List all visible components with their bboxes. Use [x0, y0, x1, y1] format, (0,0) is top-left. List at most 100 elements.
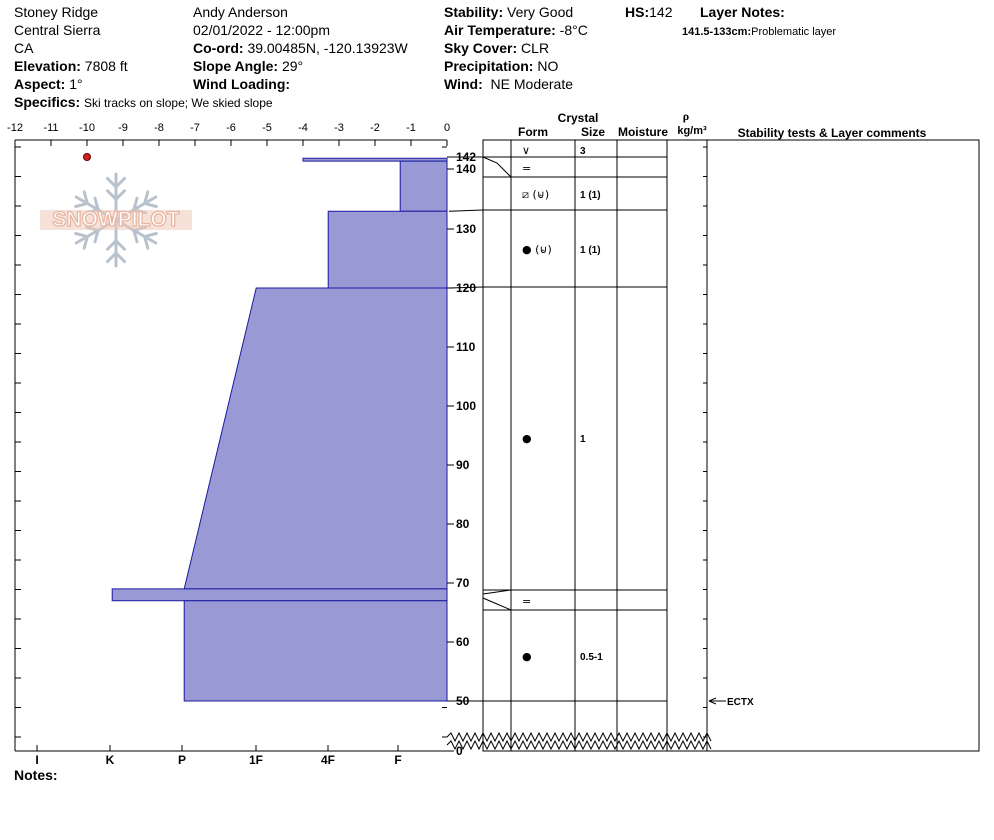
- size-header: Size: [581, 125, 605, 139]
- temp-tick-label: -5: [262, 122, 272, 134]
- temp-tick-label: -6: [226, 122, 236, 134]
- stability-value: Very Good: [507, 4, 574, 20]
- snowflake-branch: [82, 235, 89, 250]
- crystal-header: Crystal: [558, 111, 599, 125]
- layer-form-symbol: =: [522, 595, 531, 608]
- temp-tick-label: -2: [370, 122, 380, 134]
- logo-text: SNOWPILOT: [52, 208, 179, 231]
- snowflake-branch: [93, 196, 100, 212]
- temp-tick-label: -12: [7, 122, 23, 134]
- hardness-layer: [111, 588, 448, 602]
- hardness-tick-label: 1F: [249, 753, 263, 767]
- snowflake-branch: [74, 232, 89, 239]
- sky-cover-value: CLR: [521, 40, 550, 56]
- air-temp-row: Air Temperature: -8°C: [444, 22, 588, 38]
- height-tick-label: 130: [456, 222, 476, 236]
- temp-tick-label: -1: [406, 122, 416, 134]
- temp-tick-label: -9: [118, 122, 128, 134]
- snowflake-branch: [114, 251, 126, 264]
- snowflake-branch: [106, 239, 118, 251]
- layer-size: 0.5-1: [580, 652, 603, 663]
- stability-row: Stability: Very Good: [444, 4, 573, 20]
- layer-notes-label: Layer Notes:: [700, 4, 785, 20]
- layer-connector: [482, 156, 512, 178]
- density-unit: kg/m³: [677, 125, 707, 137]
- temp-tick-label: -11: [43, 122, 58, 134]
- layer-size: 1: [580, 434, 586, 445]
- snowflake-branch: [143, 190, 150, 205]
- layer-form-symbol: ● (⊌): [522, 243, 552, 256]
- hs-value: 142: [649, 4, 673, 20]
- snowflake-branch: [93, 228, 100, 244]
- hardness-tick-label: P: [178, 753, 186, 767]
- layer-note: 141.5-133cm:Problematic layer: [682, 24, 836, 40]
- snowflake-branch: [106, 251, 118, 264]
- axis-break-zigzag: [446, 739, 712, 751]
- height-tick-label: 110: [456, 340, 476, 354]
- height-tick-label: 120: [456, 281, 476, 295]
- hardness-tick-label: F: [394, 753, 401, 767]
- chart-grid: [14, 139, 980, 752]
- hardness-layer: [399, 160, 448, 212]
- aspect-row: Aspect: 1°: [14, 76, 83, 92]
- specifics-label: Specifics:: [14, 94, 81, 110]
- wind-loading-label: Wind Loading:: [193, 76, 291, 92]
- slope-row: Slope Angle: 29°: [193, 58, 303, 74]
- snowflake-branch: [82, 190, 89, 205]
- temperature-point: [83, 153, 91, 161]
- elevation-value: 7808 ft: [84, 58, 128, 74]
- snowflake-branch: [143, 232, 158, 239]
- state: CA: [14, 40, 34, 56]
- slope-value: 29°: [281, 58, 304, 74]
- layer-form-symbol: ●: [522, 432, 532, 445]
- wind-row: Wind: NE Moderate: [444, 76, 573, 92]
- aspect-value: 1°: [69, 76, 83, 92]
- height-tick-label: 70: [456, 576, 470, 590]
- temp-tick-label: -10: [79, 122, 95, 134]
- snowflake-branch: [114, 176, 126, 189]
- layer-size: 1 (1): [580, 190, 601, 201]
- hs-label: HS:: [625, 4, 650, 20]
- layer-connector: [448, 286, 484, 289]
- aspect-label: Aspect:: [14, 76, 66, 92]
- wind-value: NE Moderate: [490, 76, 574, 92]
- temp-tick-label: -4: [298, 122, 308, 134]
- air-temp-value: -8°C: [559, 22, 588, 38]
- coord-row: Co-ord: 39.00485N, -120.13923W: [193, 40, 408, 56]
- height-tick-label: 90: [456, 458, 470, 472]
- sky-cover-label: Sky Cover:: [444, 40, 518, 56]
- layer-form-symbol: ∨: [522, 144, 530, 157]
- snowflake-branch: [106, 176, 118, 189]
- notes-label: Notes:: [14, 767, 58, 783]
- location: Stoney Ridge: [14, 4, 99, 20]
- snowflake-branch: [132, 196, 139, 212]
- hs-row: HS:142: [625, 4, 672, 20]
- specifics-value: Ski tracks on slope; We skied slope: [84, 96, 273, 110]
- slope-label: Slope Angle:: [193, 58, 279, 74]
- precip-row: Precipitation: NO: [444, 58, 558, 74]
- axis-break-zigzag: [446, 731, 712, 743]
- height-tick-label: 140: [456, 162, 476, 176]
- layer-table: ∨ 3 = ⧄ (⊌) 1 (1) ● (⊌) 1 (1) ● 1 = ● 0.5-1 ECTX: [447, 144, 754, 708]
- snowflake-branch: [114, 189, 126, 201]
- comments-header: Stability tests & Layer comments: [738, 126, 927, 140]
- precip-value: NO: [537, 58, 559, 74]
- coord-label: Co-ord:: [193, 40, 244, 56]
- coord-value: 39.00485N, -120.13923W: [247, 40, 408, 56]
- wind-label: Wind:: [444, 76, 483, 92]
- snowflake-branch: [114, 239, 126, 251]
- elevation-row: Elevation: 7808 ft: [14, 58, 128, 74]
- hardness-tick-label: I: [35, 753, 38, 767]
- temp-tick-label: -7: [190, 122, 200, 134]
- snowflake-branch: [143, 201, 158, 208]
- moisture-header: Moisture: [618, 125, 668, 139]
- hardness-tick-label: 4F: [321, 753, 335, 767]
- hardness-profile: [111, 157, 448, 702]
- layer-size: 3: [580, 146, 586, 157]
- snowflake-branch: [106, 189, 118, 201]
- mountain-range: Central Sierra: [14, 22, 101, 38]
- hardness-layer: [183, 287, 448, 590]
- form-header: Form: [518, 125, 548, 139]
- layer-form-symbol: =: [522, 162, 531, 175]
